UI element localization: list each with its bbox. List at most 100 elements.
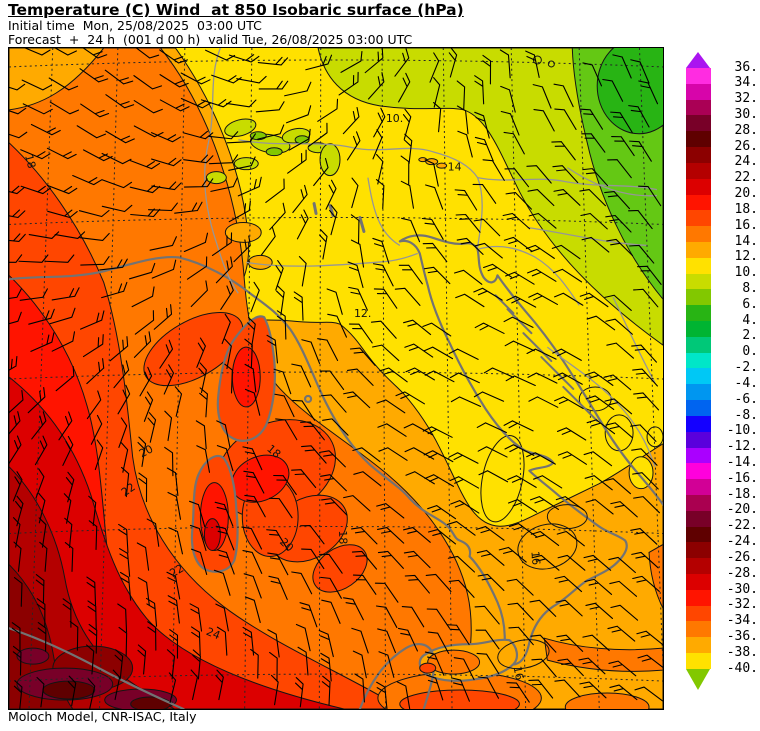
colorbar-tick-label: -22.	[726, 518, 758, 534]
colorbar-tick-label: -18.	[726, 486, 758, 502]
temperature-colorbar: 36. 34. 32. 30. 28. 26. 24. 22. 20. 18. 16. 14. 12. 1…	[686, 47, 758, 710]
colorbar-tick-label: 20.	[734, 186, 758, 202]
header: Temperature (C) Wind at 850 Isobaric sur…	[8, 2, 464, 46]
colorbar-tick-label: -4.	[734, 375, 758, 391]
colorbar-band	[686, 510, 711, 527]
colorbar-tick-label: -20.	[726, 502, 758, 518]
colorbar-band	[686, 352, 711, 369]
colorbar-band	[686, 273, 711, 290]
colorbar-tick-label: 12.	[734, 249, 758, 265]
contour-label: 18	[336, 530, 349, 544]
wind-barbs	[9, 48, 663, 709]
colorbar-tick-label: 26.	[734, 138, 758, 154]
colorbar-band	[686, 415, 711, 432]
page-title: Temperature (C) Wind at 850 Isobaric sur…	[8, 1, 464, 19]
colorbar-tick-label: 14.	[734, 233, 758, 249]
colorbar-band	[686, 384, 711, 401]
colorbar-tick-label: -2.	[734, 360, 758, 376]
colorbar-band	[686, 542, 711, 559]
colorbar-band	[686, 494, 711, 511]
contour-label: 12.	[354, 307, 371, 320]
colorbar-band	[686, 162, 711, 179]
colorbar-band	[686, 637, 711, 654]
colorbar-band	[686, 83, 711, 100]
colorbar-band	[686, 621, 711, 638]
colorbar-tick-label: 32.	[734, 91, 758, 107]
colorbar-band	[686, 526, 711, 543]
colorbar-tick-label: 6.	[742, 296, 758, 312]
colorbar-band	[686, 558, 711, 574]
contour-label: 18	[22, 153, 38, 170]
colorbar-band	[686, 368, 711, 385]
colorbar-tick-label: 30.	[734, 106, 758, 122]
colorbar-band	[686, 400, 711, 416]
model-credit: Moloch Model, CNR-ISAC, Italy	[8, 709, 197, 724]
colorbar-tick-label: -38.	[726, 644, 758, 660]
colorbar-band	[686, 210, 711, 227]
colorbar-band	[686, 289, 711, 306]
contour-label: 22	[168, 562, 187, 580]
colorbar-tick-label: -10.	[726, 423, 758, 439]
colorbar-tick-label: 34.	[734, 75, 758, 91]
colorbar-band	[686, 257, 711, 274]
colorbar-band	[686, 589, 711, 606]
colorbar-tick-label: -30.	[726, 581, 758, 597]
colorbar-band	[686, 68, 711, 84]
colorbar-tick-label: 4.	[742, 312, 758, 328]
colorbar-band	[686, 226, 711, 242]
forecast-valid-line: Forecast + 24 h (001 d 00 h) valid Tue, …	[8, 31, 413, 47]
colorbar-band	[686, 447, 711, 464]
colorbar-labels: 36. 34. 32. 30. 28. 26. 24. 22. 20. 18. 16. 14. 12. 1…	[712, 47, 758, 710]
contour-label: 20	[137, 442, 155, 460]
colorbar-band	[686, 479, 711, 495]
colorbar-tick-label: -28.	[726, 565, 758, 581]
colorbar-tick-label: -6.	[734, 391, 758, 407]
colorbar-tick-label: 28.	[734, 122, 758, 138]
colorbar-band	[686, 463, 711, 480]
forecast-map: 18 10. 14 12. 18 20 22 22 24 20 18 16 16	[8, 47, 664, 710]
colorbar-tick-label: 36.	[734, 59, 758, 75]
colorbar-band	[686, 336, 711, 353]
colorbar-band	[686, 131, 711, 148]
colorbar-band	[686, 321, 711, 337]
colorbar-tick-label: 16.	[734, 217, 758, 233]
colorbar-tick-label: -34.	[726, 613, 758, 629]
colorbar-tick-label: 22.	[734, 170, 758, 186]
colorbar-tick-label: -24.	[726, 534, 758, 550]
contour-label: 14	[448, 161, 462, 174]
colorbar-band	[686, 99, 711, 116]
colorbar-band	[686, 574, 711, 590]
colorbar-band	[686, 431, 711, 448]
contour-label: 16	[528, 551, 542, 566]
colorbar-tick-label: 2.	[742, 328, 758, 344]
colorbar-band	[686, 178, 711, 195]
colorbar-tick-label: -36.	[726, 629, 758, 645]
contour-label: 24	[204, 625, 222, 642]
colorbar-tick-label: -40.	[726, 660, 758, 676]
colorbar-tick-label: 18.	[734, 201, 758, 217]
colorbar-bands	[686, 68, 711, 669]
colorbar-overflow-arrow-down	[686, 669, 710, 691]
colorbar-band	[686, 194, 711, 211]
colorbar-tick-label: -16.	[726, 470, 758, 486]
colorbar-band	[686, 147, 711, 163]
colorbar-tick-label: 0.	[742, 344, 758, 360]
colorbar-tick-label: -14.	[726, 455, 758, 470]
colorbar-band	[686, 115, 711, 132]
colorbar-tick-label: -26.	[726, 549, 758, 565]
colorbar-tick-label: -8.	[734, 407, 758, 423]
colorbar-overflow-arrow-up	[686, 52, 710, 68]
colorbar-tick-label: 8.	[742, 280, 758, 296]
colorbar-band	[686, 605, 711, 622]
initial-time-line: Initial time Mon, 25/08/2025 03:00 UTC	[8, 18, 262, 33]
contour-label: 10.	[386, 112, 403, 125]
colorbar-band	[686, 305, 711, 321]
colorbar-tick-label: 24.	[734, 154, 758, 170]
colorbar-band	[686, 653, 711, 669]
colorbar-tick-label: -12.	[726, 439, 758, 455]
colorbar-tick-label: 10.	[734, 265, 758, 281]
colorbar-band	[686, 241, 711, 258]
colorbar-tick-label: -32.	[726, 597, 758, 613]
